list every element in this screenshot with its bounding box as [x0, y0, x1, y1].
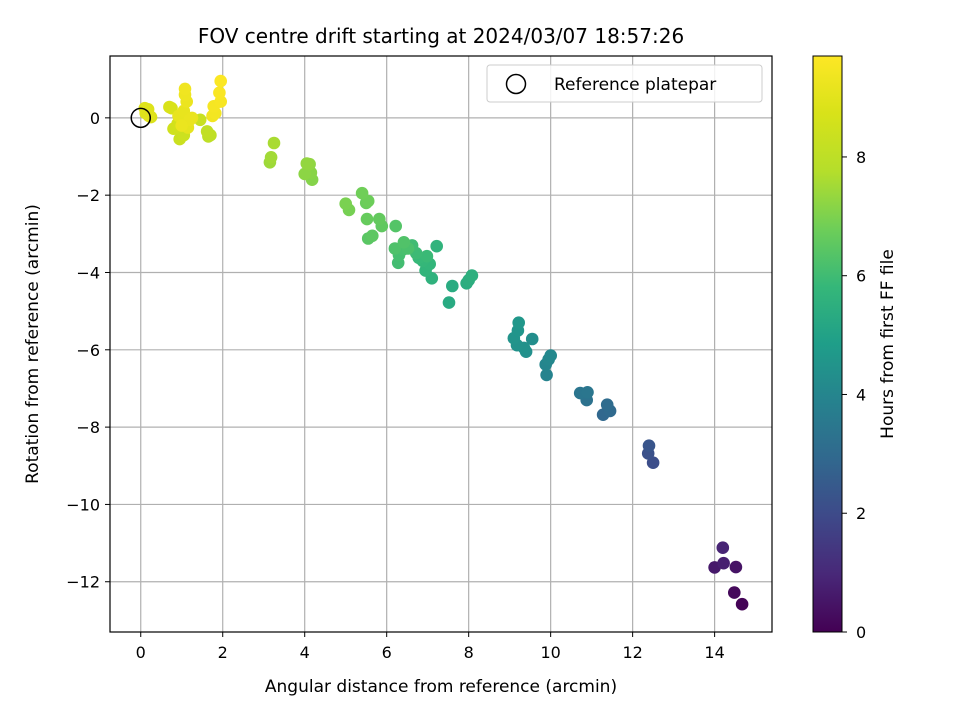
- scatter-point: [178, 82, 192, 96]
- x-tick-label: 8: [464, 643, 474, 662]
- scatter-point: [600, 398, 614, 412]
- scatter-point: [339, 197, 353, 210]
- scatter-point: [264, 151, 278, 164]
- y-tick-label: −4: [76, 263, 100, 282]
- x-tick-label: 6: [382, 643, 392, 662]
- x-tick-label: 2: [218, 643, 228, 662]
- x-axis: 0 2 4 6 8 10 12 14: [136, 632, 725, 662]
- scatter-point: [646, 456, 660, 470]
- x-tick-label: 12: [622, 643, 642, 662]
- scatter-point: [465, 269, 479, 282]
- scatter-point: [200, 125, 214, 138]
- reference-platepar-marker: [130, 107, 151, 129]
- colorbar-tick-label: 6: [856, 267, 866, 286]
- legend-label-reference-platepar: Reference platepar: [554, 75, 716, 95]
- scatter-point: [581, 386, 594, 399]
- y-axis: 0 −2 −4 −6 −8 −10 −12: [66, 109, 110, 592]
- scatter-point: [442, 296, 456, 309]
- scatter-point: [163, 100, 176, 114]
- legend-reference-marker: [505, 73, 527, 95]
- y-tick-label: −6: [76, 341, 100, 360]
- scatter-points: [138, 74, 749, 611]
- scatter-point: [142, 109, 156, 123]
- scatter-point: [388, 242, 402, 255]
- scatter-point: [420, 249, 434, 263]
- x-tick-label: 10: [540, 643, 560, 662]
- legend: Reference platepar: [486, 64, 763, 103]
- scatter-point: [175, 119, 188, 132]
- scatter-point: [729, 560, 743, 574]
- scatter-point: [735, 597, 749, 611]
- x-axis-label: Angular distance from reference (arcmin): [265, 677, 617, 697]
- y-tick-label: −12: [66, 573, 100, 592]
- scatter-point: [355, 186, 369, 200]
- colorbar: [812, 55, 843, 633]
- scatter-point: [300, 157, 314, 170]
- chart-title: FOV centre drift starting at 2024/03/07 …: [198, 24, 684, 48]
- scatter-point: [512, 316, 525, 330]
- scatter-point: [430, 239, 444, 253]
- x-tick-label: 4: [300, 643, 310, 662]
- scatter-point: [298, 167, 312, 181]
- colorbar-tick-label: 2: [856, 504, 866, 523]
- colorbar-tick-label: 8: [856, 148, 866, 167]
- colorbar-ticks: 0 2 4 6 8: [842, 148, 866, 642]
- colorbar-tick-label: 0: [856, 623, 866, 642]
- y-tick-label: −8: [76, 418, 100, 437]
- plot-frame: [109, 55, 773, 633]
- scatter-point: [642, 439, 656, 453]
- legend-box: [486, 64, 763, 103]
- x-tick-label: 14: [704, 643, 724, 662]
- scatter-point: [214, 74, 227, 88]
- grid: [110, 56, 772, 632]
- scatter-point: [267, 136, 281, 150]
- y-tick-label: −2: [76, 186, 100, 205]
- scatter-point: [544, 349, 557, 362]
- scatter-point: [716, 541, 730, 554]
- colorbar-label: Hours from first FF file: [878, 249, 898, 439]
- scatter-point: [360, 212, 374, 226]
- scatter-point: [728, 586, 741, 599]
- y-axis-label: Rotation from reference (arcmin): [23, 204, 43, 484]
- x-tick-label: 0: [136, 643, 146, 662]
- scatter-point: [717, 556, 730, 570]
- y-tick-label: −10: [66, 495, 100, 514]
- scatter-point: [540, 368, 553, 382]
- scatter-point: [389, 219, 403, 233]
- scatter-point: [213, 86, 226, 99]
- scatter-point: [446, 279, 459, 293]
- y-tick-label: 0: [90, 109, 100, 128]
- scatter-point: [366, 229, 379, 243]
- scatter-point: [525, 332, 539, 346]
- colorbar-tick-label: 4: [856, 385, 866, 404]
- scatter-point: [373, 212, 386, 226]
- scatter-point: [397, 236, 411, 249]
